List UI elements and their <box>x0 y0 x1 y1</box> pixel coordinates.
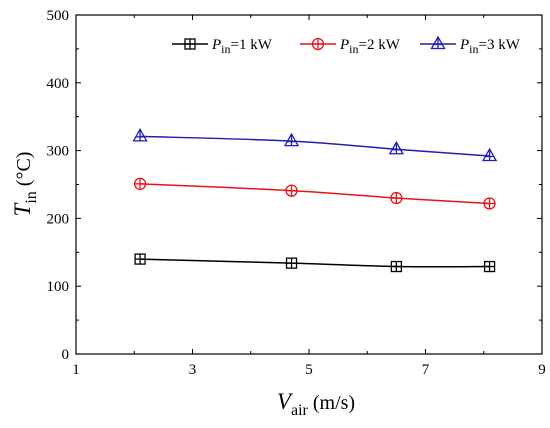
data-point <box>483 197 496 210</box>
legend-label-rest: =3 kW <box>479 37 521 53</box>
axis-ticks: 1 3 5 7 9 0 100 200 300 400 500 <box>47 8 546 378</box>
data-point <box>285 184 298 197</box>
data-point <box>134 253 146 265</box>
y-tick-label: 0 <box>62 347 70 363</box>
series-layer <box>132 128 498 273</box>
legend-label: Pin=2 kW <box>339 37 401 56</box>
legend-label: Pin=1 kW <box>211 37 273 56</box>
x-tick-label: 5 <box>305 362 313 378</box>
series-line <box>140 135 490 157</box>
data-point <box>483 260 496 273</box>
legend-label-rest: =1 kW <box>231 37 273 53</box>
data-point <box>481 147 498 162</box>
y-tick-label: 200 <box>47 211 70 227</box>
data-point <box>390 260 403 273</box>
data-point <box>132 128 148 142</box>
y-axis-title-main: T <box>10 201 35 216</box>
legend-label-sub: in <box>349 42 358 56</box>
legend-label-sub: in <box>469 42 478 56</box>
x-tick-label: 3 <box>189 362 197 378</box>
y-axis-title-unit: (°C) <box>13 152 35 192</box>
y-tick-label: 400 <box>47 76 70 92</box>
y-tick-label: 300 <box>47 144 70 160</box>
series-3 <box>132 128 498 162</box>
legend-item-3: Pin=3 kW <box>420 35 521 56</box>
y-axis-title: Tin (°C) <box>10 152 40 217</box>
data-point <box>133 177 147 190</box>
y-tick-label: 100 <box>47 279 70 295</box>
y-axis-title-sub: in <box>23 191 40 203</box>
legend-label-sub: in <box>221 42 230 56</box>
legend-label-rest: =2 kW <box>359 37 401 53</box>
legend-item-1: Pin=1 kW <box>172 37 273 56</box>
legend-label-main: P <box>459 37 469 53</box>
x-tick-label: 7 <box>422 362 430 378</box>
x-axis-title-unit: (m/s) <box>308 392 355 414</box>
data-point <box>388 140 404 155</box>
legend-label: Pin=3 kW <box>459 37 521 56</box>
series-2 <box>133 177 496 210</box>
x-axis-title: Vair (m/s) <box>277 389 355 419</box>
legend-item-2: Pin=2 kW <box>300 37 401 56</box>
data-point <box>283 132 300 147</box>
y-tick-label: 500 <box>47 8 70 24</box>
x-tick-label: 1 <box>72 362 80 378</box>
series-1 <box>134 253 496 273</box>
legend-marker <box>184 38 196 50</box>
series-line <box>140 258 490 268</box>
x-axis-title-sub: air <box>291 402 309 419</box>
legend-marker <box>311 37 325 51</box>
legend-marker <box>430 35 446 50</box>
data-point <box>390 191 403 205</box>
data-point <box>285 257 298 269</box>
legend-label-main: P <box>339 37 349 53</box>
x-tick-label: 9 <box>538 362 546 378</box>
legend: Pin=1 kW Pin=2 kW Pin=3 kW <box>172 35 521 56</box>
x-axis-title-main: V <box>277 389 294 414</box>
legend-label-main: P <box>211 37 221 53</box>
series-line <box>140 183 490 205</box>
